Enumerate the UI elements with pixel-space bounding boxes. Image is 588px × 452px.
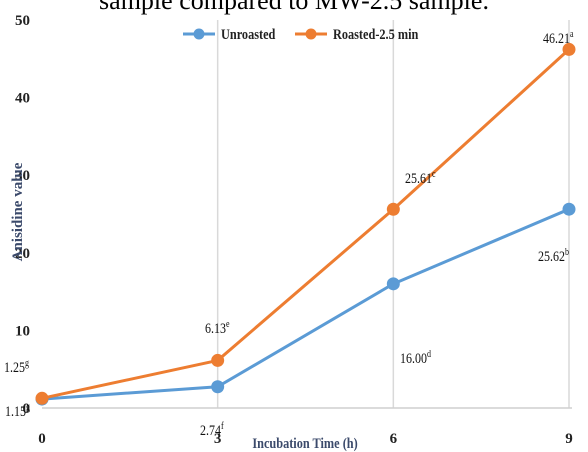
data-label: 1.15g (5, 401, 30, 419)
x-tick-label: 3 (214, 431, 222, 447)
data-label: 6.13e (205, 318, 230, 336)
x-axis-title: Incubation Time (h) (252, 435, 357, 452)
chart-legend[interactable]: Unroasted Roasted-2.5 min (183, 26, 419, 42)
series-1-point (386, 202, 400, 216)
y-tick-label: 50 (15, 13, 30, 29)
data-label: 2.74f (200, 420, 225, 438)
series-0-point (211, 380, 225, 394)
figure-caption-text: sample compared to MW-2.5 sample. (99, 0, 489, 15)
y-tick-label: 30 (15, 168, 30, 184)
data-label: 1.25g (4, 357, 29, 375)
legend-label: Unroasted (221, 26, 276, 42)
series-layer: 1.15g 2.74f 16.00d 25.62b 1.25g 6.13e 25.61c 46… (4, 28, 576, 438)
data-label: 46.21a (543, 28, 574, 46)
y-tick-label: 40 (15, 91, 30, 107)
legend-item[interactable]: Unroasted (183, 26, 276, 42)
x-axis-ticks: 0 3 6 9 (38, 431, 573, 447)
series-1-point (562, 42, 576, 56)
legend-label: Roasted-2.5 min (333, 26, 419, 42)
y-axis-ticks: 0 10 20 30 40 50 (15, 13, 30, 417)
series-0-point (386, 277, 400, 291)
x-tick-label: 9 (565, 431, 573, 447)
x-tick-label: 6 (390, 431, 398, 447)
series-line-1 (41, 48, 571, 400)
series-1-point (35, 391, 49, 405)
y-axis-title: Anisidine value (10, 162, 26, 261)
series-0-point (562, 202, 576, 216)
y-tick-label: 20 (15, 246, 30, 262)
data-label: 25.61c (405, 168, 436, 186)
legend-marker-0 (193, 28, 205, 40)
data-label: 16.00d (400, 348, 431, 366)
legend-marker-1 (305, 28, 317, 40)
series-1-point (211, 353, 225, 367)
series-line-0 (41, 207, 570, 401)
legend-item[interactable]: Roasted-2.5 min (295, 26, 419, 42)
y-tick-label: 0 (23, 401, 31, 417)
x-tick-label: 0 (38, 431, 46, 447)
y-tick-label: 10 (15, 323, 30, 339)
data-label: 25.62b (538, 246, 569, 264)
